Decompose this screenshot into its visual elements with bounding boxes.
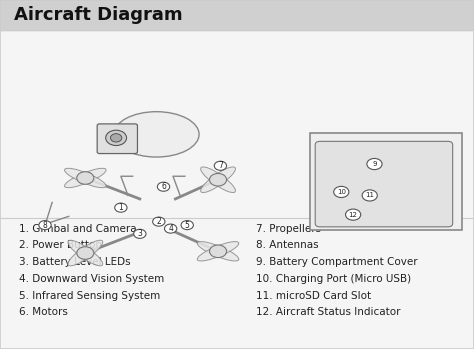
Circle shape: [106, 130, 127, 146]
Text: 3: 3: [137, 229, 142, 238]
Text: 6. Motors: 6. Motors: [19, 307, 68, 317]
Ellipse shape: [64, 168, 106, 188]
Text: 1: 1: [118, 203, 123, 212]
Circle shape: [157, 182, 170, 191]
Circle shape: [346, 209, 361, 220]
Ellipse shape: [68, 240, 103, 266]
Text: 9: 9: [372, 161, 377, 167]
Circle shape: [214, 161, 227, 170]
Circle shape: [153, 217, 165, 226]
Text: 2. Power Button: 2. Power Button: [19, 240, 102, 250]
Circle shape: [181, 221, 193, 230]
Ellipse shape: [114, 112, 199, 157]
Circle shape: [115, 203, 127, 212]
Circle shape: [210, 173, 227, 186]
Circle shape: [77, 247, 94, 259]
Text: 6: 6: [161, 182, 166, 191]
Text: 2: 2: [156, 217, 161, 226]
Bar: [310, 133, 462, 230]
Ellipse shape: [197, 242, 239, 261]
Ellipse shape: [201, 167, 236, 193]
Circle shape: [362, 190, 377, 201]
Text: 8: 8: [43, 221, 47, 230]
Text: 11. microSD Card Slot: 11. microSD Card Slot: [256, 291, 371, 300]
Ellipse shape: [201, 167, 236, 193]
Circle shape: [77, 172, 94, 184]
Text: 4: 4: [168, 224, 173, 233]
Text: 5: 5: [185, 221, 190, 230]
Text: 1. Gimbal and Camera: 1. Gimbal and Camera: [19, 224, 137, 233]
Circle shape: [110, 134, 122, 142]
Circle shape: [334, 186, 349, 198]
Circle shape: [164, 224, 177, 233]
Ellipse shape: [197, 242, 239, 261]
Circle shape: [134, 229, 146, 238]
Text: 12: 12: [349, 211, 357, 218]
Text: 4. Downward Vision System: 4. Downward Vision System: [19, 274, 164, 284]
Circle shape: [39, 221, 51, 230]
Text: 12. Aircraft Status Indicator: 12. Aircraft Status Indicator: [256, 307, 401, 317]
FancyBboxPatch shape: [315, 141, 453, 227]
Circle shape: [367, 158, 382, 170]
Text: 8. Antennas: 8. Antennas: [256, 240, 319, 250]
Text: Aircraft Diagram: Aircraft Diagram: [14, 6, 183, 24]
FancyBboxPatch shape: [97, 124, 137, 154]
Ellipse shape: [64, 168, 106, 188]
Bar: [0, 0, 474, 30]
Text: 7. Propellers: 7. Propellers: [256, 224, 321, 233]
Text: 5. Infrared Sensing System: 5. Infrared Sensing System: [19, 291, 160, 300]
Text: 9. Battery Compartment Cover: 9. Battery Compartment Cover: [256, 257, 418, 267]
Text: 7: 7: [218, 161, 223, 170]
Text: 10: 10: [337, 189, 346, 195]
Circle shape: [210, 245, 227, 258]
Text: 11: 11: [365, 192, 374, 199]
Text: 10. Charging Port (Micro USB): 10. Charging Port (Micro USB): [256, 274, 411, 284]
Text: 3. Battery Level LEDs: 3. Battery Level LEDs: [19, 257, 130, 267]
Ellipse shape: [68, 240, 103, 266]
